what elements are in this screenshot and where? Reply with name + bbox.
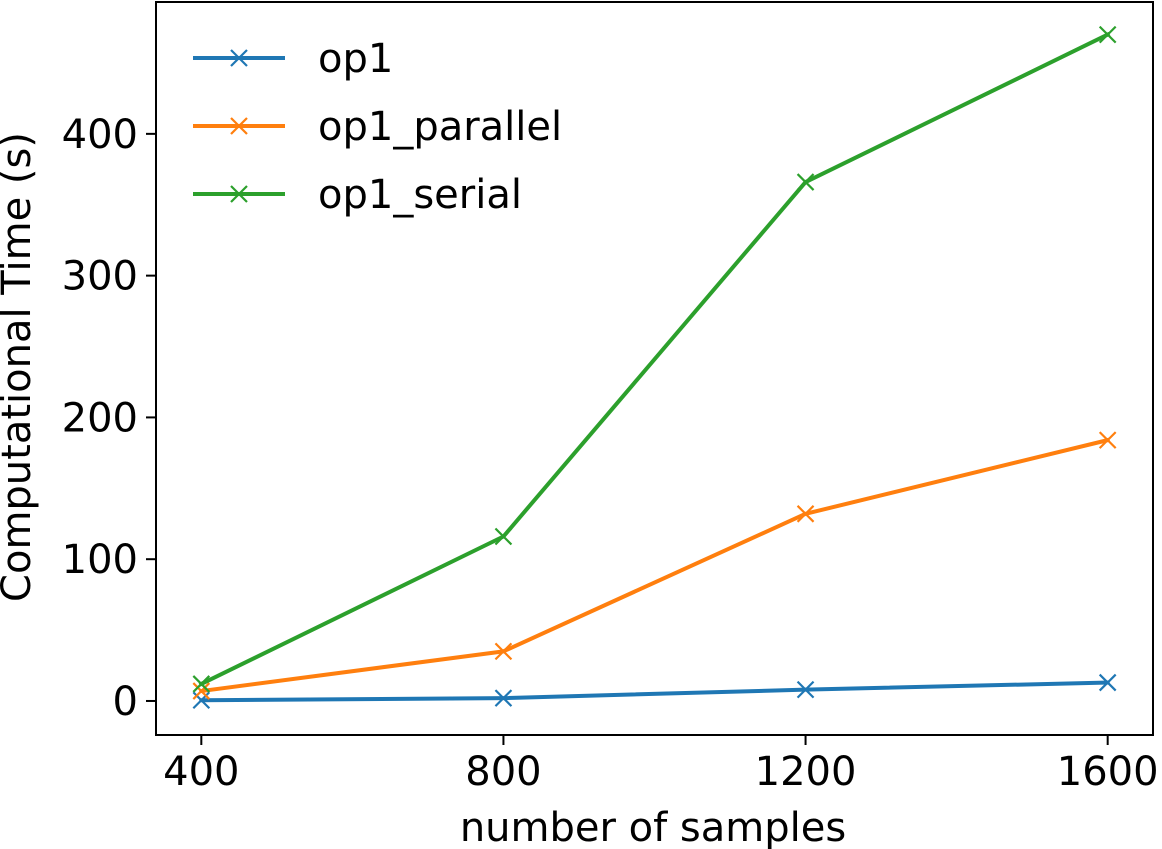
series-op1 [192,673,1117,710]
series-line [198,31,1111,687]
legend-label: op1_serial [318,172,522,218]
data-point [796,173,815,191]
x-tick-label: 800 [465,749,541,795]
x-tick-label: 1600 [1057,749,1159,795]
series-op1-serial [192,25,1117,693]
data-point [1098,673,1117,692]
y-axis-label: Computational Time (s) [0,132,40,602]
legend-label: op1_parallel [318,104,562,150]
series-line [199,437,1111,694]
y-tick-label: 400 [62,112,138,158]
series-group [192,25,1117,710]
legend-marker [230,117,248,135]
y-tick-label: 200 [62,395,138,441]
x-axis-label: number of samples [460,805,846,849]
legend: op1 op1_parallel op1_serial [193,36,562,218]
legend-label: op1 [318,36,393,82]
legend-item: op1_parallel [193,104,562,150]
y-tick-label: 0 [113,679,138,725]
data-point [494,642,513,661]
data-point [192,682,211,700]
y-tick-label: 300 [62,254,138,300]
data-point [796,680,815,699]
legend-item: op1_serial [193,172,522,218]
data-point [192,675,211,693]
data-point [796,505,815,523]
y-axis: 0 100 200 300 400 [62,112,156,725]
series-line [199,680,1110,703]
legend-marker [230,49,248,67]
plot-area [155,1,1154,736]
data-point [494,689,513,707]
x-axis: 400 800 1200 1600 [163,735,1159,795]
data-point [1098,431,1117,449]
x-tick-label: 1200 [755,749,857,795]
plot-frame [155,1,1154,736]
x-tick-label: 400 [163,749,239,795]
y-tick-label: 100 [62,537,138,583]
data-point [1098,25,1117,44]
legend-item: op1 [193,36,393,82]
series-op1-parallel [192,431,1117,700]
data-point [494,527,513,546]
legend-marker [230,185,248,203]
